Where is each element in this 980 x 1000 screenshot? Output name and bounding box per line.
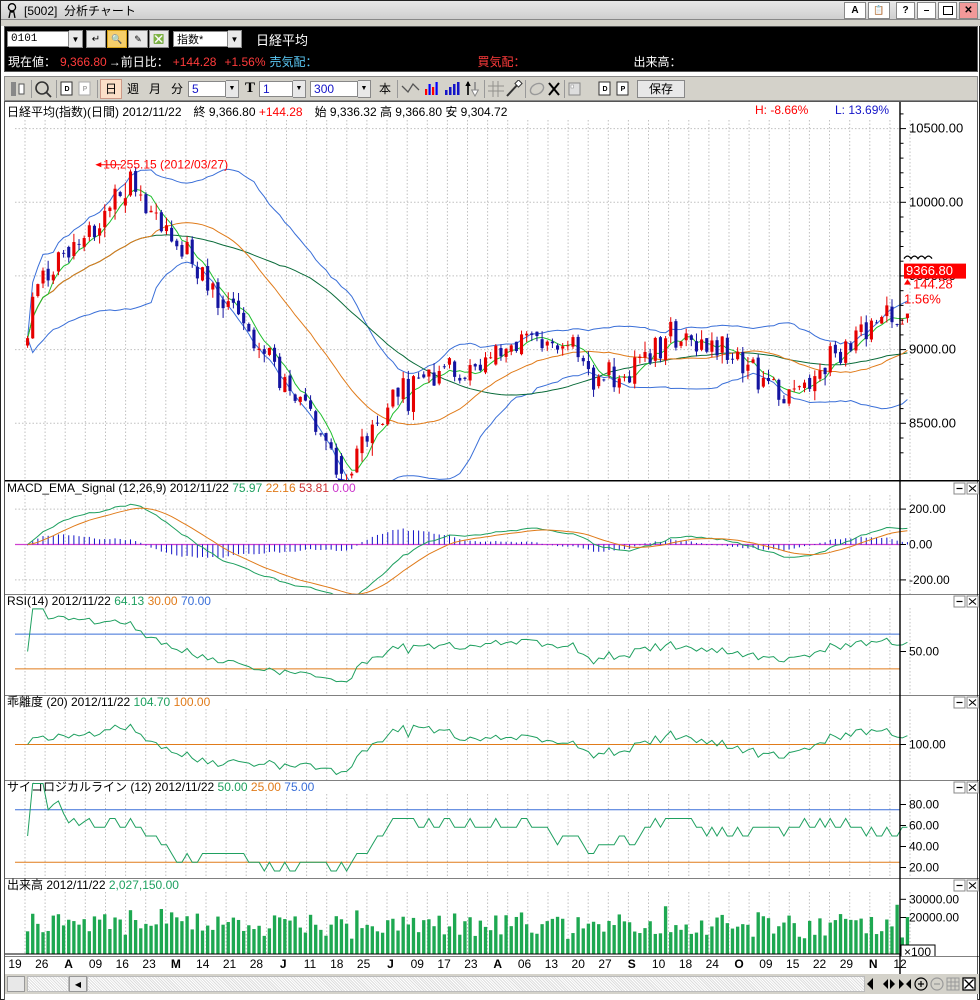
svg-text:22: 22 [813,957,827,971]
svg-text:28: 28 [250,957,264,971]
svg-text:P: P [83,86,88,93]
svg-text:N: N [869,957,878,971]
svg-text:A: A [493,957,502,971]
svg-text:10500.00: 10500.00 [909,121,963,136]
svg-text:09: 09 [759,957,773,971]
svg-text:20: 20 [572,957,586,971]
svg-text:19: 19 [8,957,22,971]
svg-text:09: 09 [411,957,425,971]
svg-text:23: 23 [142,957,156,971]
svg-text:MACD_EMA_Signal (12,26,9) 2012: MACD_EMA_Signal (12,26,9) 2012/11/22 75.… [7,481,356,495]
svg-text:D: D [602,86,607,93]
svg-text:25: 25 [357,957,371,971]
svg-text:50.00: 50.00 [909,645,939,659]
svg-text:16: 16 [116,957,130,971]
svg-text:30000.00: 30000.00 [909,892,959,906]
svg-text:RSI(14) 2012/11/22 64.13 30.00: RSI(14) 2012/11/22 64.13 30.00 70.00 [7,594,211,608]
svg-text:13: 13 [545,957,559,971]
svg-text:J: J [280,957,287,971]
svg-text:8500.00: 8500.00 [909,415,956,430]
svg-text:H: -8.66%: H: -8.66% [755,103,809,117]
svg-text:サイコロジカルライン (12) 2012/11/22 50.: サイコロジカルライン (12) 2012/11/22 50.00 25.00 7… [7,780,315,794]
svg-text:10000.00: 10000.00 [909,194,963,209]
svg-text:06: 06 [518,957,532,971]
svg-text:10: 10 [652,957,666,971]
svg-text:26: 26 [35,957,49,971]
svg-text:14: 14 [196,957,210,971]
svg-text:S: S [628,957,636,971]
svg-text:40.00: 40.00 [909,840,939,854]
svg-text:11: 11 [304,957,317,971]
svg-text:20.00: 20.00 [909,861,939,875]
svg-text:出来高 2012/11/22 2,027,150.00: 出来高 2012/11/22 2,027,150.00 [7,878,179,892]
svg-text:D: D [64,86,69,93]
svg-text:1.56%: 1.56% [904,292,941,307]
svg-text:J: J [387,957,394,971]
svg-text:M: M [171,957,181,971]
svg-text:23: 23 [464,957,478,971]
svg-text:10,255.15 (2012/03/27): 10,255.15 (2012/03/27) [103,158,228,172]
svg-text:L: 13.69%: L: 13.69% [835,103,889,117]
svg-text:P: P [621,86,626,93]
svg-text:29: 29 [840,957,854,971]
svg-text:80.00: 80.00 [909,798,939,812]
svg-text:9000.00: 9000.00 [909,342,956,357]
svg-text:乖離度 (20) 2012/11/22 104.70 100: 乖離度 (20) 2012/11/22 104.70 100.00 [7,695,211,709]
svg-text:27: 27 [598,957,612,971]
svg-text:144.28: 144.28 [913,277,953,292]
svg-text:09: 09 [89,957,103,971]
svg-text:100.00: 100.00 [909,738,946,752]
svg-text:15: 15 [786,957,800,971]
svg-text:200.00: 200.00 [909,502,946,516]
svg-text:A: A [64,957,73,971]
svg-text:-200.00: -200.00 [909,573,950,587]
svg-text:20000.00: 20000.00 [909,911,959,925]
svg-text:18: 18 [679,957,693,971]
svg-text:17: 17 [437,957,451,971]
svg-text:60.00: 60.00 [909,819,939,833]
svg-text:24: 24 [706,957,720,971]
svg-text:0.00: 0.00 [909,538,933,552]
svg-text:×100: ×100 [904,945,931,956]
svg-text:18: 18 [330,957,344,971]
svg-text:O: O [734,957,743,971]
svg-text:21: 21 [223,957,237,971]
